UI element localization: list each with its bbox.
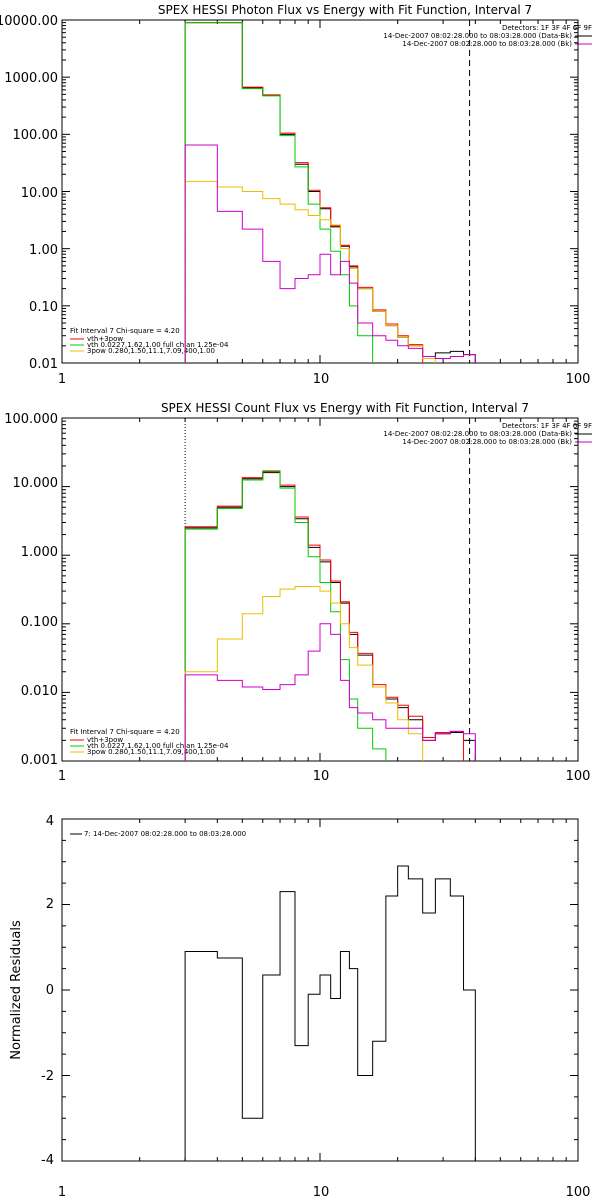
photon-flux-y-tick-label: 10.00: [21, 186, 58, 201]
legend-entry-label: vth 0.0227,1.62,1.00 full chian 1.25e-04: [87, 742, 229, 750]
photon-flux-y-tick-label: 100.00: [13, 128, 59, 143]
count-flux-x-tick-label: 1: [58, 769, 66, 784]
photon-flux-x-tick-label: 100: [566, 372, 591, 387]
residuals-y-tick-label: 0: [46, 983, 54, 998]
photon-flux-y-tick-label: 0.01: [29, 357, 58, 372]
legend-entry-label: vth 0.0227,1.62,1.00 full chian 1.25e-04: [87, 341, 229, 349]
residuals-plot-area: [61, 818, 579, 1162]
residuals-panel: 1 10 100 -4 -2 0 2 4 Normalized Residual…: [9, 814, 590, 1200]
residuals-series-group: [184, 865, 476, 1161]
residuals-x-tick-label: 10: [313, 1185, 330, 1200]
count-flux-y-tick-label: 1.000: [21, 545, 58, 560]
legend-entry-label: 14-Dec-2007 08:02:28.000 to 08:03:28.000…: [402, 40, 572, 48]
photon-flux-plot-area: [61, 19, 579, 364]
count-flux-series-3: [184, 585, 424, 761]
residuals-y-ticks: [62, 818, 578, 1162]
residuals-series-0: [184, 865, 476, 1161]
residuals-x-tick-labels: 1 10 100: [58, 1185, 591, 1200]
residuals-y-tick-label: -4: [41, 1153, 54, 1168]
legend-entry-label: 3pow 0.280,1.50,11.1,7.09,400,1.00: [87, 748, 215, 756]
photon-flux-y-tick-label: 1000.00: [4, 71, 58, 86]
count-flux-plot-area: [61, 417, 579, 762]
legend-entry-label: 14-Dec-2007 08:02:28.000 to 08:03:28.000…: [383, 430, 572, 438]
count-flux-y-tick-label: 100.000: [4, 412, 58, 427]
photon-flux-series-2: [184, 22, 374, 363]
count-flux-series-2: [184, 470, 387, 761]
count-flux-title: SPEX HESSI Count Flux vs Energy with Fit…: [161, 401, 529, 415]
residuals-legend: 7: 14-Dec-2007 08:02:28.000 to 08:03:28.…: [70, 830, 246, 838]
count-flux-series-4: [184, 623, 476, 761]
photon-flux-series-group: [184, 22, 476, 363]
count-flux-y-tick-label: 0.001: [21, 753, 58, 768]
residuals-x-tick-label: 1: [58, 1185, 66, 1200]
count-flux-x-tick-labels: 1 10 100: [58, 769, 591, 784]
photon-flux-y-tick-label: 0.10: [29, 300, 58, 315]
photon-flux-y-tick-label: 10000.00: [0, 14, 58, 29]
photon-flux-x-tick-label: 10: [313, 372, 330, 387]
residuals-y-tick-label: 2: [46, 897, 54, 912]
photon-flux-x-tick-labels: 1 10 100: [58, 372, 591, 387]
legend-header: Detectors: 1F 3F 4F 6F 9F: [502, 422, 592, 430]
legend-entry-label: vth+3pow: [87, 736, 123, 744]
photon-flux-title: SPEX HESSI Photon Flux vs Energy with Fi…: [158, 3, 532, 17]
count-flux-x-tick-label: 10: [313, 769, 330, 784]
photon-flux-y-tick-label: 1.00: [29, 243, 58, 258]
residuals-y-tick-label: 4: [46, 814, 54, 829]
count-flux-y-ticks: [62, 420, 578, 762]
legend-header: Fit Interval 7 Chi-square = 4.20: [70, 327, 180, 335]
photon-flux-y-ticks: [62, 22, 578, 364]
legend-entry-label: 14-Dec-2007 08:02:28.000 to 08:03:28.000…: [402, 438, 572, 446]
count-flux-panel: SPEX HESSI Count Flux vs Energy with Fit…: [4, 401, 592, 784]
legend-entry-label: 7: 14-Dec-2007 08:02:28.000 to 08:03:28.…: [84, 830, 246, 838]
legend-entry-label: 14-Dec-2007 08:02:28.000 to 08:03:28.000…: [383, 32, 572, 40]
legend-entry-label: vth+3pow: [87, 335, 123, 343]
photon-flux-x-tick-label: 1: [58, 372, 66, 387]
count-flux-y-tick-label: 0.010: [21, 684, 58, 699]
legend-header: Fit Interval 7 Chi-square = 4.20: [70, 728, 180, 736]
count-flux-series-group: [184, 470, 476, 761]
photon-flux-panel: SPEX HESSI Photon Flux vs Energy with Fi…: [0, 3, 592, 387]
legend-header: Detectors: 1F 3F 4F 6F 9F: [502, 24, 592, 32]
count-flux-y-tick-label: 0.100: [21, 615, 58, 630]
residuals-y-tick-labels: -4 -2 0 2 4: [41, 814, 54, 1168]
residuals-y-axis-label: Normalized Residuals: [9, 920, 24, 1060]
count-flux-y-tick-label: 10.000: [13, 476, 59, 491]
count-flux-x-tick-label: 100: [566, 769, 591, 784]
legend-entry-label: 3pow 0.280,1.50,11.1,7.09,400,1.00: [87, 347, 215, 355]
photon-flux-series-4: [184, 144, 476, 363]
residuals-y-tick-label: -2: [41, 1069, 54, 1084]
count-flux-y-tick-labels: 0.001 0.010 0.100 1.000 10.000 100.000: [4, 412, 58, 768]
photon-flux-series-3: [184, 180, 436, 363]
residuals-x-tick-label: 100: [566, 1185, 591, 1200]
photon-flux-y-tick-labels: 0.01 0.10 1.00 10.00 100.00 1000.00 1000…: [0, 14, 58, 372]
count-flux-legend-fit: Fit Interval 7 Chi-square = 4.20 vth+3po…: [70, 728, 229, 756]
photon-flux-legend-fit: Fit Interval 7 Chi-square = 4.20 vth+3po…: [70, 327, 229, 355]
